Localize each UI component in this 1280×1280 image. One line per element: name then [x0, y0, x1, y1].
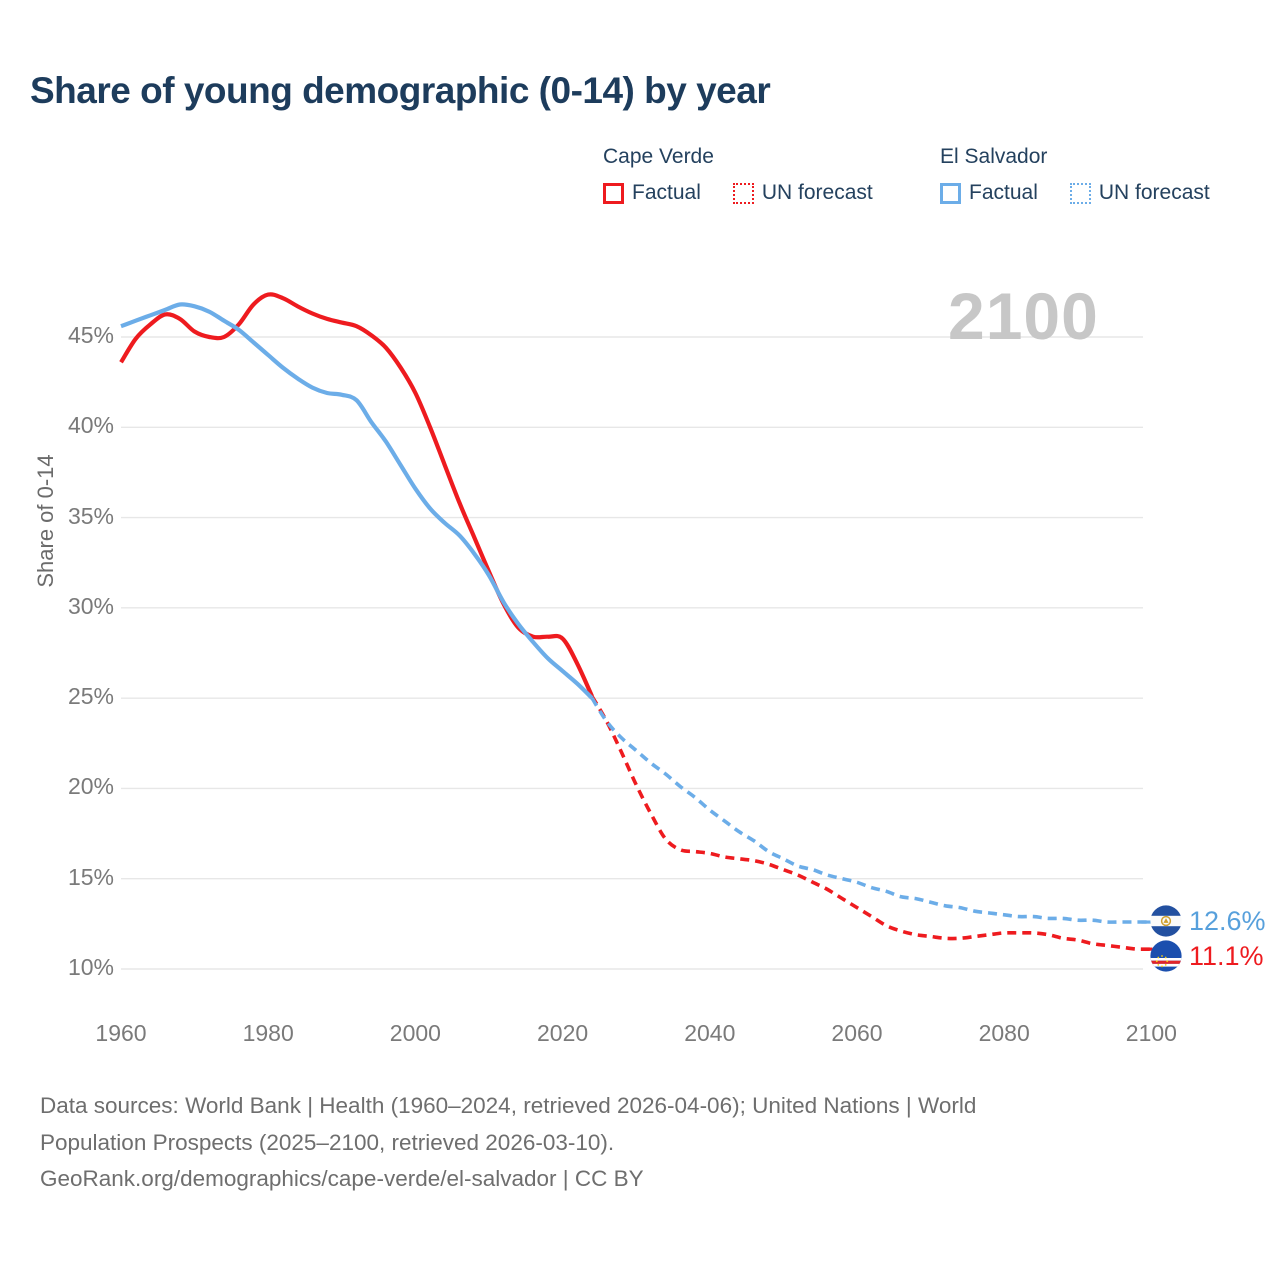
series-line-factual: [120, 302, 594, 700]
y-axis-tick-label: 15%: [67, 863, 114, 890]
x-axis-tick-label: 1980: [242, 1020, 294, 1046]
y-axis-tick-label: 45%: [67, 322, 114, 348]
legend-item-factual: Factual: [603, 181, 701, 205]
y-axis-tick-label: 25%: [67, 683, 114, 710]
y-axis-tick-label: 30%: [67, 592, 114, 619]
footer-line: Data sources: World Bank | Health (1960–…: [40, 1093, 977, 1118]
legend-group-el-salvador: El Salvador Factual UN forecast: [940, 145, 1210, 205]
legend-item-factual: Factual: [940, 181, 1038, 205]
footer-line: GeoRank.org/demographics/cape-verde/el-s…: [40, 1166, 644, 1191]
series-line-factual: [119, 292, 594, 698]
x-axis-tick-label: 2100: [1125, 1020, 1177, 1046]
y-axis-tick-label: 10%: [67, 953, 114, 980]
legend-item-un-forecast: UN forecast: [732, 181, 873, 205]
cape-verde-flag-icon: [1150, 940, 1182, 972]
legend-group-name: Cape Verde: [603, 145, 714, 168]
series-line-forecast: [590, 695, 1152, 952]
end-label-el-salvador: 12.6%: [1150, 905, 1266, 937]
legend-item-label: Factual: [969, 181, 1038, 204]
end-value-label: 12.6%: [1189, 905, 1266, 936]
footer-line: Population Prospects (2025–2100, retriev…: [40, 1129, 615, 1155]
y-axis-tick-label: 40%: [67, 412, 114, 439]
solid-line-swatch-icon: [940, 182, 961, 204]
legend-item-un-forecast: UN forecast: [1069, 181, 1210, 205]
legend-item-label: Factual: [632, 181, 701, 204]
end-value-label: 11.1%: [1189, 940, 1264, 971]
end-label-cape-verde: 11.1%: [1150, 940, 1264, 972]
x-axis-tick-label: 1960: [95, 1020, 147, 1046]
legend-item-label: UN forecast: [761, 181, 873, 204]
x-axis-tick-label: 2000: [389, 1020, 441, 1046]
y-axis-tick-label: 20%: [67, 773, 114, 800]
legend-item-label: UN forecast: [1098, 181, 1210, 204]
x-axis-tick-label: 2040: [684, 1020, 736, 1046]
dotted-line-swatch-icon: [732, 182, 754, 204]
x-axis-tick-label: 2020: [537, 1020, 589, 1046]
x-axis-tick-label: 2060: [831, 1020, 883, 1046]
legend-group-name: El Salvador: [940, 145, 1048, 168]
legend-group-cape-verde: Cape Verde Factual UN forecast: [603, 145, 873, 205]
footer-sources: Data sources: World Bank | Health (1960–…: [40, 1088, 976, 1198]
x-axis-tick-label: 2080: [978, 1020, 1030, 1046]
solid-line-swatch-icon: [603, 182, 624, 204]
y-axis-tick-label: 35%: [67, 502, 114, 529]
el-salvador-flag-icon: [1150, 905, 1182, 937]
page-title: Share of young demographic (0-14) by yea…: [30, 70, 771, 111]
dotted-line-swatch-icon: [1069, 182, 1091, 204]
watermark-year: 2100: [948, 279, 1099, 353]
series-line-forecast: [590, 697, 1152, 924]
